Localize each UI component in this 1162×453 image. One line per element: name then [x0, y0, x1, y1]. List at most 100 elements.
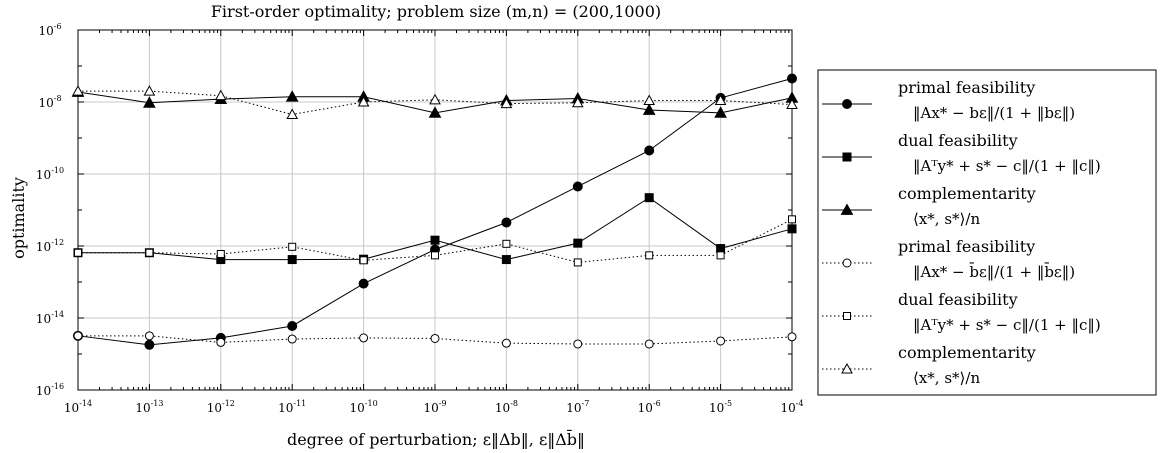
x-tick-exponent: -7 [582, 399, 590, 408]
legend-marker [843, 312, 851, 320]
data-point [573, 339, 583, 349]
y-tick-label: 10-8 [38, 94, 61, 110]
data-point [571, 96, 584, 108]
x-tick-exponent: -10 [365, 399, 378, 408]
series-1 [73, 193, 797, 265]
data-point [358, 278, 369, 289]
data-point [285, 90, 299, 102]
x-tick-exponent: -11 [293, 399, 306, 408]
x-tick-label: 10-8 [495, 399, 518, 415]
legend-series-formula: ‖Aᵀy* + s* − c‖/(1 + ‖c‖) [913, 316, 1101, 334]
y-tick-exponent: -8 [54, 94, 62, 103]
data-point [73, 331, 83, 341]
data-point [144, 331, 154, 341]
x-tick-label: 10-14 [64, 399, 92, 415]
x-tick-base: 10 [638, 401, 653, 415]
y-tick-label: 10-14 [36, 310, 64, 326]
legend-item: complementarity ⟨x*, s*⟩/n [822, 343, 1036, 387]
y-tick-base: 10 [36, 168, 51, 182]
y-tick-base: 10 [36, 312, 51, 326]
series-group [71, 73, 799, 350]
data-point [287, 255, 297, 265]
legend-series-formula: ⟨x*, s*⟩/n [913, 210, 980, 228]
legend-marker [841, 362, 853, 374]
x-tick-base: 10 [709, 401, 724, 415]
y-tick-exponent: -12 [51, 238, 64, 247]
data-point [643, 94, 656, 106]
data-point [716, 251, 725, 260]
x-tick-base: 10 [495, 401, 510, 415]
x-tick-label: 10-6 [638, 399, 661, 415]
ticks: 10-14 10-13 10-12 10-11 10-10 10-9 10-8 10-7 10-… [36, 22, 804, 415]
data-point [143, 96, 156, 108]
data-point [143, 85, 156, 96]
data-point [72, 85, 84, 96]
legend-marker [842, 152, 852, 162]
y-tick-exponent: -16 [51, 382, 64, 391]
data-point [287, 320, 298, 331]
data-point [500, 97, 513, 109]
legend-series-name: complementarity [898, 343, 1036, 362]
legend-series-name: dual feasibility [898, 290, 1018, 309]
y-tick-label: 10-6 [38, 22, 61, 38]
x-tick-exponent: -4 [796, 399, 804, 408]
data-point [644, 339, 654, 349]
legend-series-formula: ‖Ax* − b̄ε‖/(1 + ‖b̄ε‖) [913, 263, 1075, 281]
data-point [144, 339, 155, 350]
data-point [428, 106, 442, 118]
data-point [216, 249, 225, 258]
data-point [714, 94, 727, 106]
data-point [786, 98, 798, 110]
data-point [501, 255, 511, 265]
y-tick-base: 10 [36, 384, 51, 398]
data-point [502, 239, 511, 248]
data-point [573, 258, 582, 267]
x-tick-base: 10 [350, 401, 365, 415]
data-point [431, 251, 439, 260]
data-point [287, 334, 297, 344]
legend-series-formula: ‖Aᵀy* + s* − c‖/(1 + ‖c‖) [913, 157, 1101, 175]
x-tick-exponent: -13 [151, 399, 164, 408]
legend-series-name: primal feasibility [898, 78, 1035, 97]
legend-marker [842, 258, 852, 268]
data-point [787, 224, 797, 234]
series-4 [74, 215, 796, 267]
data-point [644, 145, 655, 156]
x-tick-label: 10-7 [566, 399, 589, 415]
y-tick-label: 10-10 [36, 166, 64, 182]
x-tick-exponent: -8 [510, 399, 518, 408]
data-point [359, 333, 369, 343]
legend-series-name: primal feasibility [898, 237, 1035, 256]
data-point [145, 248, 154, 257]
x-tick-base: 10 [780, 401, 795, 415]
x-tick-exponent: -6 [653, 399, 661, 408]
data-point [214, 89, 227, 101]
x-tick-label: 10-11 [278, 399, 306, 415]
data-point [716, 244, 726, 254]
x-tick-base: 10 [64, 401, 79, 415]
x-tick-label: 10-9 [423, 399, 446, 415]
series-5 [72, 85, 798, 119]
y-tick-exponent: -14 [51, 310, 64, 319]
legend-series-formula: ‖Ax* − bε‖/(1 + ‖bε‖) [913, 104, 1075, 122]
data-point [788, 215, 796, 224]
data-point [430, 333, 440, 343]
data-point [74, 248, 82, 257]
data-point [645, 251, 654, 260]
x-tick-label: 10-12 [207, 399, 235, 415]
data-point [357, 95, 370, 107]
data-point [642, 103, 656, 115]
y-tick-base: 10 [38, 24, 53, 38]
x-axis-label: degree of perturbation; ε‖Δb‖, ε‖Δb̄‖ [287, 428, 585, 449]
y-tick-label: 10-16 [36, 382, 64, 398]
legend-series-formula: ⟨x*, s*⟩/n [913, 369, 980, 387]
legend-series-name: complementarity [898, 184, 1036, 203]
data-point [573, 238, 583, 248]
data-point [216, 337, 226, 347]
legend-item: primal feasibility ‖Ax* − b̄ε‖/(1 + ‖b̄ε‖… [822, 237, 1075, 281]
legend-item: complementarity ⟨x*, s*⟩/n [822, 184, 1036, 228]
legend-item: dual feasibility ‖Aᵀy* + s* − c‖/(1 + ‖c‖… [822, 290, 1101, 334]
y-tick-exponent: -6 [54, 22, 62, 31]
series-3 [73, 331, 797, 349]
y-tick-exponent: -10 [51, 166, 64, 175]
